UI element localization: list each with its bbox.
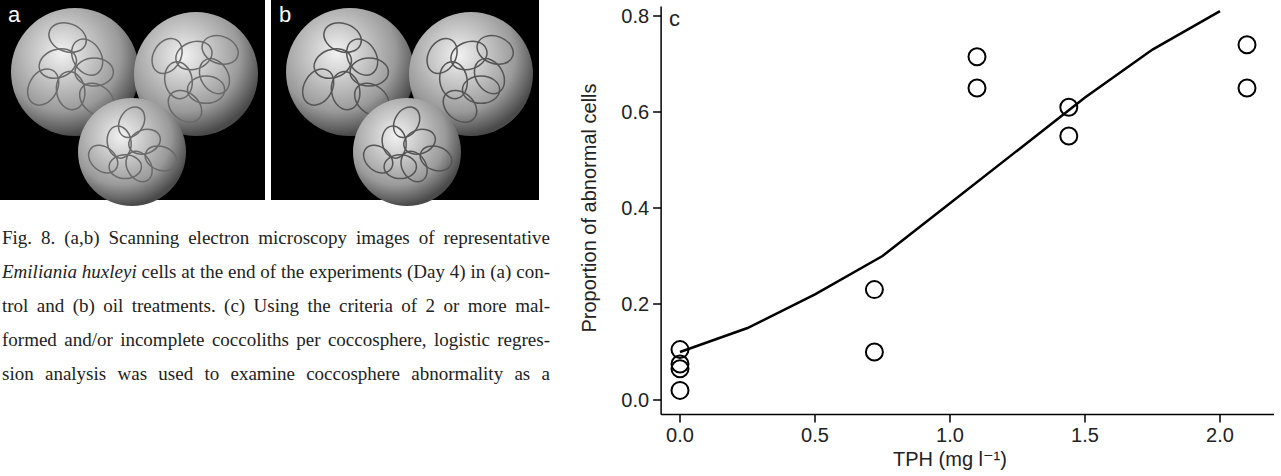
data-point — [866, 344, 883, 361]
caption-text: Emiliania huxleyi — [2, 261, 137, 282]
y-tick — [653, 111, 661, 113]
coccolith — [109, 155, 141, 179]
coccolith — [83, 140, 123, 179]
y-tick — [653, 303, 661, 305]
x-tick-label: 1.0 — [936, 424, 964, 446]
x-tick — [1219, 414, 1221, 422]
coccolith — [193, 53, 235, 99]
caption-line: sion analysis was used to examine coccos… — [2, 362, 550, 386]
coccolith — [384, 155, 416, 179]
x-tick-label: 1.5 — [1071, 424, 1099, 446]
coccolith — [421, 33, 463, 79]
x-axis — [661, 414, 1274, 416]
y-axis — [660, 6, 662, 414]
x-tick — [679, 414, 681, 422]
chart: 0.0 0.2 0.4 0.6 0.8 0.0 0.5 1.0 1.5 2.0 TPH (mg l⁻… — [578, 5, 1274, 470]
y-tick-label: 0.0 — [621, 389, 649, 411]
y-tick-label: 0.6 — [621, 101, 649, 123]
plot-marks — [672, 11, 1256, 399]
coccolith — [320, 18, 366, 58]
data-point — [866, 281, 883, 298]
coccosphere — [353, 98, 461, 206]
coccolith — [358, 140, 398, 179]
coccolith — [328, 69, 362, 112]
y-axis-title: Proportion of abnormal cells — [578, 83, 600, 332]
x-tick-label: 2.0 — [1206, 424, 1234, 446]
data-point — [969, 80, 986, 97]
fitted-curve — [680, 11, 1220, 352]
x-tick-label: 0.0 — [666, 424, 694, 446]
caption-text: cells at the end of the experiments (Day… — [137, 261, 550, 282]
x-tick — [814, 414, 816, 422]
coccolith — [447, 36, 491, 74]
data-point — [1239, 80, 1256, 97]
panel-label: c — [669, 6, 680, 31]
coccolith — [296, 63, 340, 110]
coccolith — [396, 147, 433, 187]
caption-line: formed and/or incomplete coccoliths per … — [2, 328, 550, 352]
coccolith — [53, 69, 87, 112]
data-point — [672, 382, 689, 399]
coccolith — [340, 33, 384, 80]
coccolith — [468, 53, 510, 99]
caption-text: formed and/or incomplete coccoliths per … — [2, 329, 550, 350]
panel-label: b — [279, 2, 291, 27]
x-axis-title: TPH (mg l⁻¹) — [893, 448, 1007, 470]
coccolith — [65, 33, 109, 80]
caption-text: sion analysis was used to examine coccos… — [2, 363, 550, 384]
coccolith — [45, 18, 91, 58]
caption-text: Fig. 8. (a,b) Scanning electron microsco… — [2, 227, 550, 248]
x-tick-label: 0.5 — [801, 424, 829, 446]
sem-image: a — [0, 0, 265, 206]
panel-label: a — [8, 2, 21, 27]
y-tick — [653, 207, 661, 209]
coccolith — [400, 125, 439, 158]
y-tick-label: 0.8 — [621, 5, 649, 27]
coccolith — [172, 36, 216, 74]
x-tick — [949, 414, 951, 422]
coccolith — [198, 31, 242, 69]
data-point — [1239, 36, 1256, 53]
coccolith — [121, 147, 158, 187]
y-tick-label: 0.2 — [621, 293, 649, 315]
coccolith — [462, 76, 499, 103]
caption-line: trol and (b) oil treatments. (c) Using t… — [2, 294, 550, 318]
data-point — [672, 360, 689, 377]
caption-text: trol and (b) oil treatments. (c) Using t… — [2, 295, 550, 316]
coccolith — [146, 33, 188, 79]
y-tick — [653, 399, 661, 401]
coccolith — [125, 125, 164, 158]
y-tick — [653, 15, 661, 17]
y-tick-label: 0.4 — [621, 197, 649, 219]
coccolith — [21, 63, 65, 110]
sem-image: b — [271, 0, 539, 206]
x-tick — [1084, 414, 1086, 422]
data-point — [1060, 128, 1077, 145]
caption-line: Emiliania huxleyi cells at the end of th… — [2, 260, 550, 284]
coccosphere — [78, 98, 186, 206]
caption-line: Fig. 8. (a,b) Scanning electron microsco… — [2, 226, 550, 250]
data-point — [969, 48, 986, 65]
coccolith — [187, 76, 224, 103]
coccolith — [473, 31, 517, 69]
